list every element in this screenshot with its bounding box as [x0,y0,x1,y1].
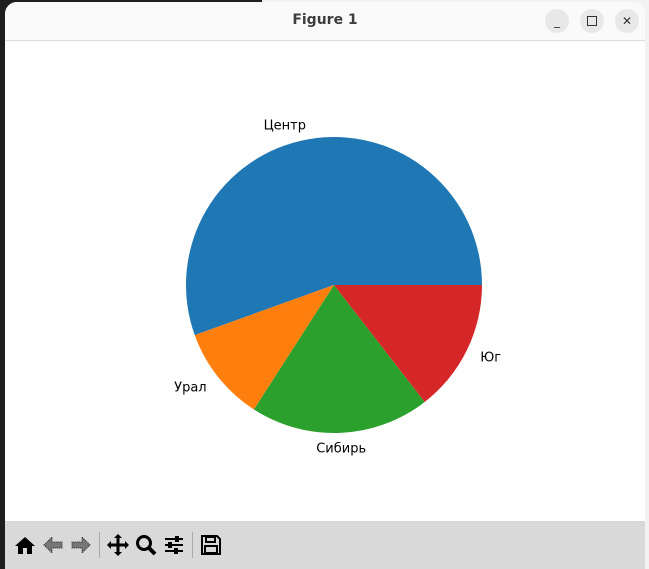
close-icon: ✕ [621,14,633,28]
forward-icon [71,535,91,555]
navigation-toolbar [5,521,645,569]
back-button[interactable] [39,531,67,559]
pan-icon [107,534,129,556]
maximize-button[interactable] [580,9,604,33]
window-title: Figure 1 [292,12,358,28]
minimize-button[interactable]: _ [545,9,569,33]
save-button[interactable] [197,531,225,559]
title-bar: Figure 1 _ ✕ [5,2,645,41]
save-icon [201,535,221,555]
zoom-button[interactable] [132,531,160,559]
pie-slice-3 [334,285,482,402]
figure-window: Figure 1 _ ✕ Центр Урал Сибирь Юг [5,2,645,569]
figure-canvas[interactable]: Центр Урал Сибирь Юг [5,41,645,521]
pie-slice-2 [253,285,425,433]
toolbar-separator [99,532,100,558]
toolbar-separator [192,532,193,558]
pie-label: Юг [480,351,501,366]
pie-label: Сибирь [316,442,366,457]
home-icon [15,537,35,554]
pan-button[interactable] [104,531,132,559]
pie-chart: Центр Урал Сибирь Юг [174,119,501,457]
forward-button[interactable] [67,531,95,559]
zoom-icon [136,535,157,556]
minimize-icon: _ [554,14,560,28]
pie-label: Центр [264,119,306,134]
pie-slice-1 [194,285,334,410]
configure-subplots-icon [165,536,183,554]
pie-label: Урал [174,380,206,395]
maximize-icon [587,16,597,26]
back-icon [43,535,63,555]
configure-subplots-button[interactable] [160,531,188,559]
home-button[interactable] [11,531,39,559]
pie-slice-0 [186,137,483,336]
close-button[interactable]: ✕ [615,9,639,33]
